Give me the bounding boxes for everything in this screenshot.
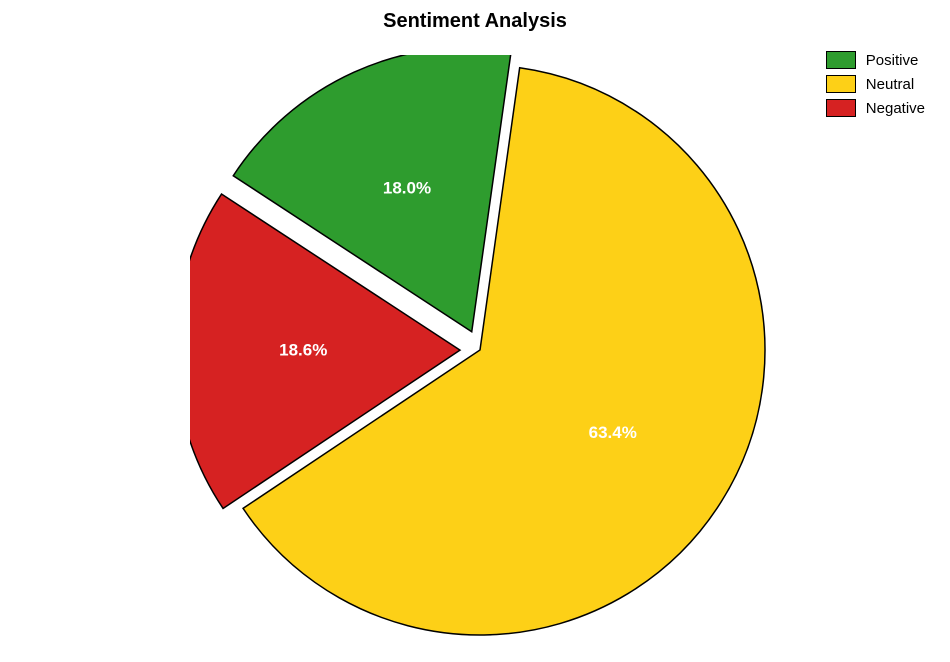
pie-chart-container: Sentiment Analysis 18.6% 18.0% 63.4% Posit… [0, 0, 950, 662]
legend-swatch-positive [826, 51, 856, 69]
pie-slice-label-positive: 18.0% [383, 179, 431, 198]
pie-chart-svg: 18.6% 18.0% 63.4% [190, 55, 770, 645]
legend-swatch-negative [826, 99, 856, 117]
legend-item-negative: Negative [826, 96, 925, 120]
legend: Positive Neutral Negative [826, 48, 925, 120]
pie-slice-label-neutral: 63.4% [589, 423, 637, 442]
legend-label-negative: Negative [866, 100, 925, 117]
legend-label-neutral: Neutral [866, 76, 914, 93]
pie-slice-label-negative: 18.6% [279, 340, 327, 359]
legend-swatch-neutral [826, 75, 856, 93]
legend-label-positive: Positive [866, 52, 919, 69]
chart-title: Sentiment Analysis [0, 10, 950, 33]
legend-item-neutral: Neutral [826, 72, 925, 96]
legend-item-positive: Positive [826, 48, 925, 72]
